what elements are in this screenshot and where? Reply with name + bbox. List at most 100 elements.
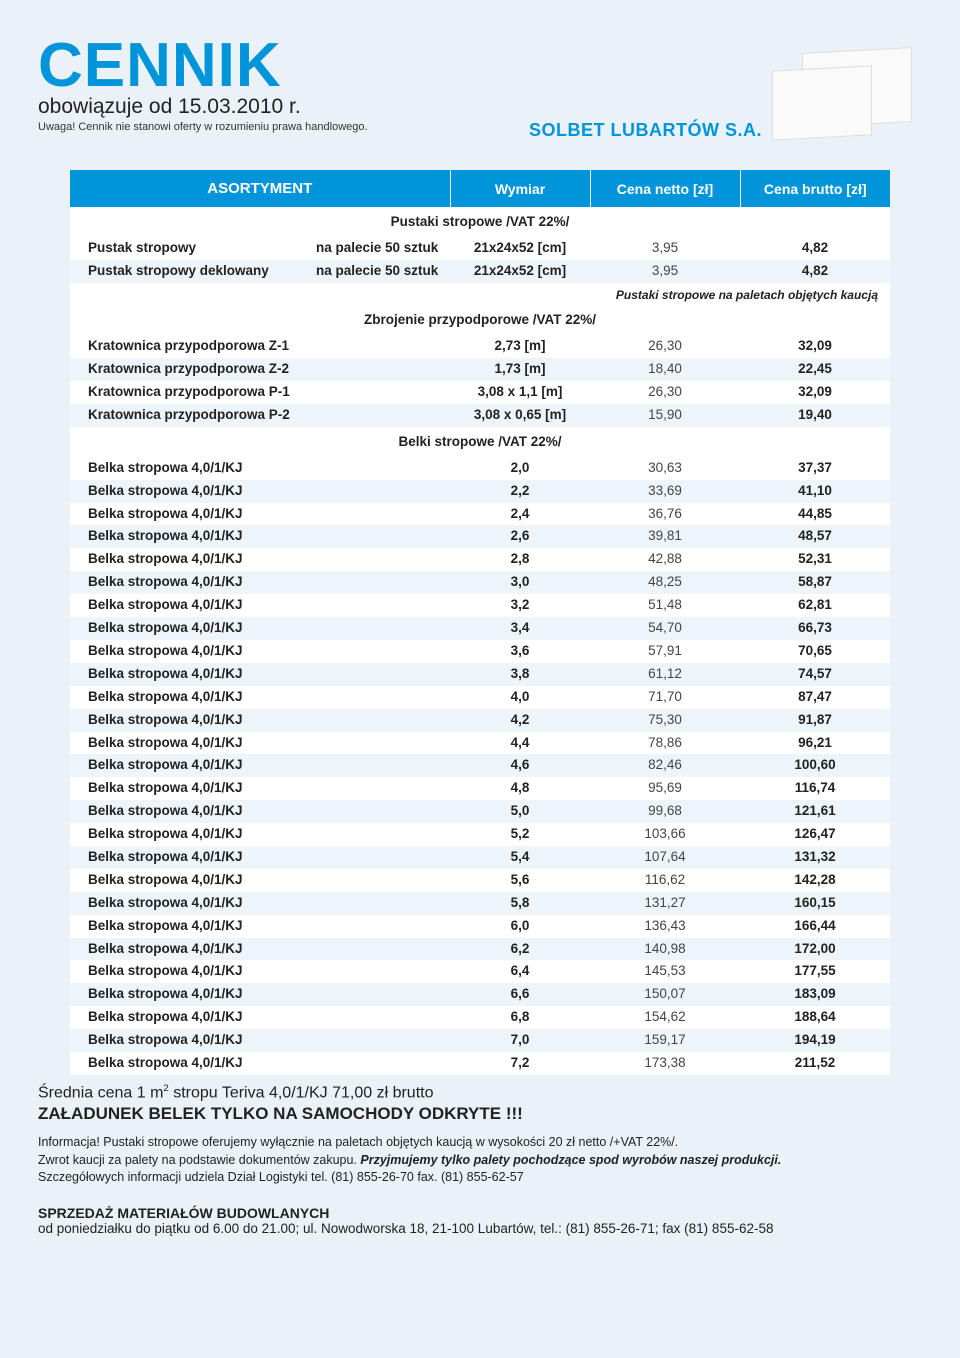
cell-dim: 3,08 x 1,1 [m] — [450, 381, 590, 404]
cell-name: Belka stropowa 4,0/1/KJ — [70, 1029, 450, 1052]
table-row: Kratownica przypodporowa Z-21,73 [m]18,4… — [70, 358, 890, 381]
table-row: Belka stropowa 4,0/1/KJ3,454,7066,73 — [70, 617, 890, 640]
cell-brutto: 41,10 — [740, 480, 890, 503]
cell-netto: 145,53 — [590, 960, 740, 983]
cell-brutto: 74,57 — [740, 663, 890, 686]
table-row: Belka stropowa 4,0/1/KJ2,233,6941,10 — [70, 480, 890, 503]
table-row: Belka stropowa 4,0/1/KJ4,071,7087,47 — [70, 686, 890, 709]
loading-note: ZAŁADUNEK BELEK TYLKO NA SAMOCHODY ODKRY… — [38, 1104, 922, 1124]
cell-netto: 61,12 — [590, 663, 740, 686]
cell-name: Belka stropowa 4,0/1/KJ — [70, 571, 450, 594]
table-row: Belka stropowa 4,0/1/KJ3,048,2558,87 — [70, 571, 890, 594]
avg-suffix: stropu Teriva 4,0/1/KJ 71,00 zł brutto — [169, 1084, 434, 1101]
table-row: Belka stropowa 4,0/1/KJ5,099,68121,61 — [70, 800, 890, 823]
cell-brutto: 194,19 — [740, 1029, 890, 1052]
col-brutto: Cena brutto [zł] — [740, 170, 890, 207]
cell-brutto: 166,44 — [740, 915, 890, 938]
table-row: Belka stropowa 4,0/1/KJ4,478,8696,21 — [70, 732, 890, 755]
table-row: Pustak stropowyna palecie 50 sztuk21x24x… — [70, 237, 890, 260]
table-row: Belka stropowa 4,0/1/KJ6,2140,98172,00 — [70, 938, 890, 961]
cell-dim: 5,6 — [450, 869, 590, 892]
cell-brutto: 96,21 — [740, 732, 890, 755]
table-body: Pustaki stropowe /VAT 22%/Pustak stropow… — [70, 207, 890, 1075]
table-row: Belka stropowa 4,0/1/KJ6,6150,07183,09 — [70, 983, 890, 1006]
cell-name: Kratownica przypodporowa Z-2 — [70, 358, 450, 381]
cell-netto: 30,63 — [590, 457, 740, 480]
cell-netto: 39,81 — [590, 525, 740, 548]
table-header-row: ASORTYMENT Wymiar Cena netto [zł] Cena b… — [70, 170, 890, 207]
cell-name: Belka stropowa 4,0/1/KJ — [70, 548, 450, 571]
cell-dim: 3,4 — [450, 617, 590, 640]
cell-name: Belka stropowa 4,0/1/KJ — [70, 457, 450, 480]
table-row: Belka stropowa 4,0/1/KJ7,2173,38211,52 — [70, 1052, 890, 1075]
cell-brutto: 160,15 — [740, 892, 890, 915]
cell-name: Belka stropowa 4,0/1/KJ — [70, 754, 450, 777]
table-row: Belka stropowa 4,0/1/KJ4,682,46100,60 — [70, 754, 890, 777]
cell-brutto: 22,45 — [740, 358, 890, 381]
cell-netto: 99,68 — [590, 800, 740, 823]
info2b: Przyjmujemy tylko palety pochodzące spod… — [360, 1153, 781, 1167]
cell-brutto: 32,09 — [740, 381, 890, 404]
cell-brutto: 4,82 — [740, 260, 890, 283]
info-line-1: Informacja! Pustaki stropowe oferujemy w… — [38, 1134, 922, 1152]
cell-name: Belka stropowa 4,0/1/KJ — [70, 846, 450, 869]
cell-name: Belka stropowa 4,0/1/KJ — [70, 503, 450, 526]
cell-name: Belka stropowa 4,0/1/KJ — [70, 663, 450, 686]
cell-dim: 4,0 — [450, 686, 590, 709]
cell-netto: 36,76 — [590, 503, 740, 526]
cell-name: Belka stropowa 4,0/1/KJ — [70, 892, 450, 915]
table-row: Belka stropowa 4,0/1/KJ5,2103,66126,47 — [70, 823, 890, 846]
cell-netto: 57,91 — [590, 640, 740, 663]
cell-brutto: 4,82 — [740, 237, 890, 260]
col-wymiar: Wymiar — [450, 170, 590, 207]
cell-netto: 116,62 — [590, 869, 740, 892]
cell-dim: 4,4 — [450, 732, 590, 755]
cell-dim: 5,0 — [450, 800, 590, 823]
cell-netto: 48,25 — [590, 571, 740, 594]
cell-dim: 6,0 — [450, 915, 590, 938]
cell-netto: 54,70 — [590, 617, 740, 640]
cell-dim: 3,0 — [450, 571, 590, 594]
cell-brutto: 48,57 — [740, 525, 890, 548]
price-table: ASORTYMENT Wymiar Cena netto [zł] Cena b… — [70, 170, 890, 1075]
cell-name: Belka stropowa 4,0/1/KJ — [70, 869, 450, 892]
cell-brutto: 87,47 — [740, 686, 890, 709]
table-row: Belka stropowa 4,0/1/KJ4,895,69116,74 — [70, 777, 890, 800]
cell-name: Belka stropowa 4,0/1/KJ — [70, 686, 450, 709]
section-header: Zbrojenie przypodporowe /VAT 22%/ — [70, 305, 890, 335]
cell-dim: 2,8 — [450, 548, 590, 571]
cell-dim: 2,4 — [450, 503, 590, 526]
table-row: Pustak stropowy deklowanyna palecie 50 s… — [70, 260, 890, 283]
info2a: Zwrot kaucji za palety na podstawie doku… — [38, 1153, 360, 1167]
cell-netto: 107,64 — [590, 846, 740, 869]
cell-name: Belka stropowa 4,0/1/KJ — [70, 1052, 450, 1075]
cell-dim: 3,6 — [450, 640, 590, 663]
table-row: Belka stropowa 4,0/1/KJ2,842,8852,31 — [70, 548, 890, 571]
cell-netto: 136,43 — [590, 915, 740, 938]
cell-name: Belka stropowa 4,0/1/KJ — [70, 594, 450, 617]
cell-name: Belka stropowa 4,0/1/KJ — [70, 915, 450, 938]
cell-netto: 82,46 — [590, 754, 740, 777]
cell-netto: 71,70 — [590, 686, 740, 709]
cell-brutto: 66,73 — [740, 617, 890, 640]
cell-dim: 6,4 — [450, 960, 590, 983]
cell-dim: 3,08 x 0,65 [m] — [450, 404, 590, 427]
cell-brutto: 62,81 — [740, 594, 890, 617]
sales-header: SPRZEDAŻ MATERIAŁÓW BUDOWLANYCH — [38, 1205, 922, 1221]
cell-netto: 26,30 — [590, 335, 740, 358]
cell-netto: 15,90 — [590, 404, 740, 427]
avg-prefix: Średnia cena 1 m — [38, 1084, 163, 1101]
info-block: Informacja! Pustaki stropowe oferujemy w… — [38, 1134, 922, 1187]
cell-netto: 173,38 — [590, 1052, 740, 1075]
cell-brutto: 131,32 — [740, 846, 890, 869]
table-row: Belka stropowa 4,0/1/KJ3,657,9170,65 — [70, 640, 890, 663]
table-row: Belka stropowa 4,0/1/KJ2,639,8148,57 — [70, 525, 890, 548]
cell-dim: 6,8 — [450, 1006, 590, 1029]
cell-brutto: 172,00 — [740, 938, 890, 961]
note-row: Pustaki stropowe na paletach objętych ka… — [70, 283, 890, 306]
cell-dim: 2,0 — [450, 457, 590, 480]
cell-brutto: 70,65 — [740, 640, 890, 663]
sales-text: od poniedziałku do piątku od 6.00 do 21.… — [38, 1221, 922, 1236]
cell-netto: 18,40 — [590, 358, 740, 381]
cell-netto: 3,95 — [590, 260, 740, 283]
